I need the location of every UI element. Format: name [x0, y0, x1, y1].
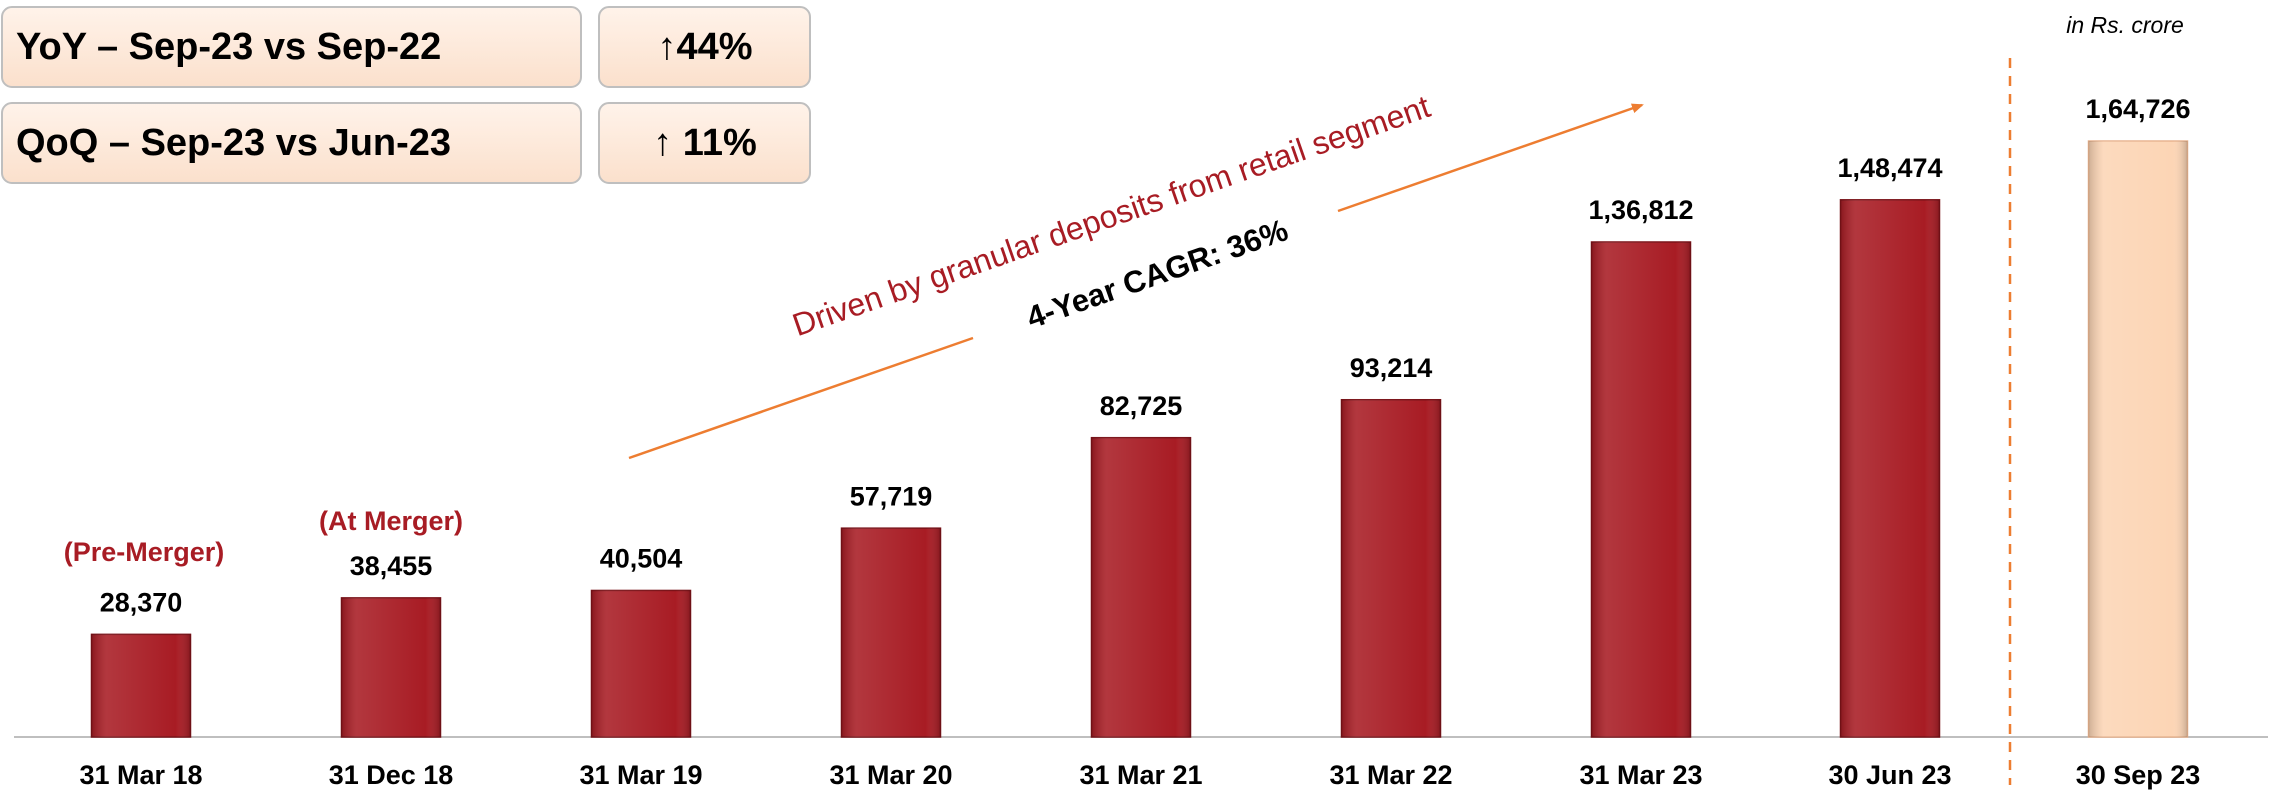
value-label: 57,719: [850, 481, 933, 511]
trend-arrow: [628, 336, 974, 460]
bar: [1340, 398, 1442, 738]
x-tick-label: 31 Mar 23: [1579, 760, 1702, 790]
bar: [1590, 241, 1692, 738]
value-label: 93,214: [1350, 353, 1433, 383]
bar: [340, 597, 442, 738]
bar: [590, 589, 692, 738]
merger-note: (At Merger): [319, 506, 463, 536]
bar: [2087, 140, 2189, 738]
x-tick-label: 31 Mar 19: [579, 760, 702, 790]
bar: [1090, 436, 1192, 738]
x-tick-label: 31 Mar 18: [79, 760, 202, 790]
value-label: 1,36,812: [1588, 195, 1693, 225]
x-tick-label: 30 Sep 23: [2076, 760, 2201, 790]
x-tick-label: 31 Mar 21: [1079, 760, 1202, 790]
x-tick-label: 31 Mar 22: [1329, 760, 1452, 790]
value-label: 28,370: [100, 587, 183, 617]
kpi-box: [1, 6, 582, 88]
bar: [840, 527, 942, 738]
value-label: 82,725: [1100, 391, 1183, 421]
merger-note: (Pre-Merger): [64, 537, 225, 567]
value-label: 1,48,474: [1837, 153, 1942, 183]
value-label: 38,455: [350, 551, 433, 581]
kpi-box: [598, 102, 811, 184]
unit-note: in Rs. crore: [2066, 12, 2184, 38]
bar: [90, 633, 192, 738]
trend-arrow: [1337, 103, 1644, 213]
value-label: 1,64,726: [2085, 94, 2190, 124]
kpi-label: YoY – Sep-23 vs Sep-22: [16, 26, 441, 68]
kpi-label: QoQ – Sep-23 vs Jun-23: [16, 122, 451, 164]
bar: [1839, 199, 1941, 738]
x-tick-label: 30 Jun 23: [1828, 760, 1951, 790]
kpi-value: ↑ 11%: [653, 122, 757, 164]
kpi-box: [1, 102, 582, 184]
kpi-box: [598, 6, 811, 88]
kpi-value: ↑44%: [657, 26, 752, 68]
x-tick-label: 31 Mar 20: [829, 760, 952, 790]
x-tick-label: 31 Dec 18: [329, 760, 454, 790]
value-label: 40,504: [600, 544, 683, 574]
